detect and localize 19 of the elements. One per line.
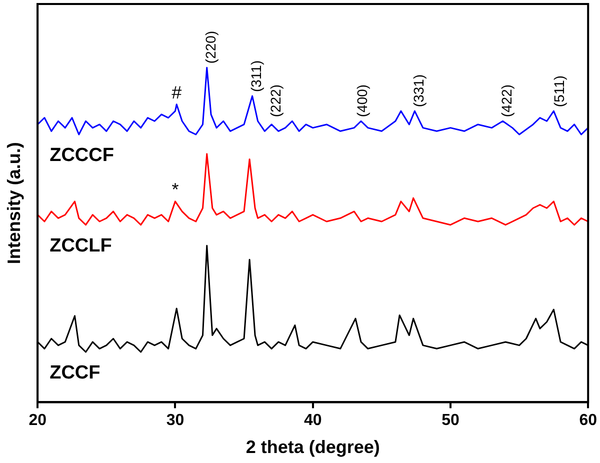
annotation: (400) — [354, 84, 370, 118]
annotation: (220) — [202, 30, 219, 64]
annotation: # — [172, 82, 182, 102]
x-axis-title: 2 theta (degree) — [246, 437, 380, 458]
series-label: ZCCF — [50, 362, 100, 384]
annotation: (422) — [498, 84, 515, 118]
series-label: ZCCLF — [50, 236, 112, 257]
x-tick-label: 60 — [579, 412, 598, 430]
x-tick-label: 20 — [28, 412, 47, 430]
x-tick-label: 50 — [442, 412, 460, 430]
x-tick-label: 40 — [304, 412, 322, 430]
annotation: (311) — [248, 60, 264, 92]
y-axis-title: Intensity (a.u.) — [4, 142, 24, 264]
annotation: * — [172, 179, 179, 200]
annotation: (222) — [267, 84, 284, 118]
series-label: ZCCCF — [50, 145, 114, 166]
x-tick-label: 30 — [166, 412, 184, 430]
annotation: (511) — [550, 75, 567, 108]
annotation: (331) — [410, 74, 427, 108]
